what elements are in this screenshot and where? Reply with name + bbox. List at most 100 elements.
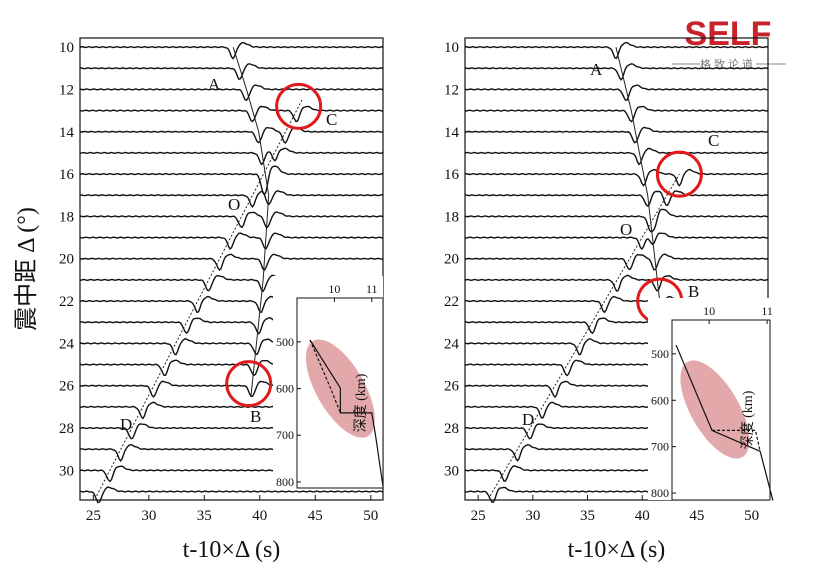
inset-y-tick-label: 500 (651, 347, 669, 361)
trace (464, 274, 769, 292)
inset-y-tick-label: 600 (276, 382, 294, 396)
inset-y-axis-title: 深度 (km) (740, 390, 756, 449)
highlight-circle (275, 82, 323, 130)
highlight-circle (225, 360, 273, 408)
y-tick-label: 18 (59, 209, 74, 225)
uncertainty-ellipse (680, 360, 750, 459)
inset-x-tick-label: 10 (328, 282, 340, 296)
y-tick-label: 22 (59, 294, 74, 310)
y-tick-label: 28 (444, 421, 459, 437)
trace (79, 232, 384, 250)
inset-y-tick-label: 700 (651, 440, 669, 454)
trace (464, 253, 769, 271)
phase-label: B (250, 407, 261, 426)
x-tick-label: 40 (252, 508, 267, 524)
x-tick-label: 30 (525, 508, 540, 524)
y-tick-label: 10 (444, 40, 459, 56)
depth-profile (712, 429, 761, 452)
logo-tagline: 格致论道 (700, 57, 756, 71)
y-tick-label: 30 (59, 463, 74, 479)
depth-profile (675, 344, 774, 501)
trace (79, 126, 384, 144)
trace (464, 63, 769, 81)
inset-y-axis-title: 深度 (km) (353, 373, 369, 432)
travel-time-branch (232, 46, 270, 397)
y-tick-label: 12 (59, 82, 74, 98)
y-tick-label: 26 (59, 379, 75, 395)
trace (464, 84, 769, 101)
inset-y-tick-label: 500 (276, 335, 294, 349)
trace (464, 232, 769, 251)
x-tick-label: 25 (471, 508, 486, 524)
y-tick-label: 16 (59, 167, 75, 183)
y-tick-label: 24 (59, 336, 75, 352)
phase-label: D (120, 415, 132, 434)
x-tick-label: 35 (580, 508, 595, 524)
trace (79, 105, 383, 123)
y-tick-label: 12 (444, 82, 459, 98)
y-tick-label: 10 (59, 40, 74, 56)
travel-time-branch (96, 99, 303, 496)
x-tick-label: 45 (308, 508, 323, 524)
trace (79, 147, 384, 166)
trace (464, 208, 769, 233)
phase-label: B (688, 282, 699, 301)
x-tick-label: 50 (363, 508, 378, 524)
trace (464, 105, 769, 123)
phase-label: A (590, 60, 603, 79)
inset-y-tick-label: 800 (651, 486, 669, 500)
highlight-circle (655, 150, 703, 198)
y-tick-label: 14 (59, 125, 75, 141)
y-tick-label: 20 (444, 252, 459, 268)
x-tick-label: 30 (141, 508, 156, 524)
trace (79, 211, 384, 229)
trace (464, 190, 769, 208)
y-tick-label: 18 (444, 209, 459, 225)
x-tick-label: 25 (86, 508, 101, 524)
trace (79, 63, 384, 81)
y-tick-label: 22 (444, 294, 459, 310)
y-axis-title: 震中距 Δ (°) (13, 207, 40, 331)
inset-y-tick-label: 700 (276, 428, 294, 442)
phase-label: C (708, 131, 719, 150)
y-tick-label: 30 (444, 463, 459, 479)
phase-label: D (522, 410, 534, 429)
trace (79, 253, 384, 272)
y-tick-label: 16 (444, 167, 460, 183)
trace (79, 41, 383, 60)
x-tick-label: 45 (689, 508, 704, 524)
phase-label: C (326, 110, 337, 129)
trace (464, 41, 769, 60)
y-tick-label: 26 (444, 379, 460, 395)
inset-x-tick-label: 10 (703, 304, 715, 318)
inset-frame (671, 319, 771, 501)
phase-label: O (228, 195, 240, 214)
trace (79, 84, 384, 102)
plot-frame (79, 37, 384, 501)
y-tick-label: 28 (59, 421, 74, 437)
x-axis-title: t-10×Δ (s) (183, 537, 281, 563)
depth-profile (309, 339, 384, 487)
inset-y-tick-label: 600 (651, 393, 669, 407)
trace (464, 126, 769, 144)
y-tick-label: 14 (444, 125, 460, 141)
trace (464, 147, 769, 166)
phase-label: A (208, 75, 221, 94)
phase-label: O (620, 220, 632, 239)
x-tick-label: 40 (635, 508, 650, 524)
trace (79, 165, 384, 197)
trace (79, 486, 384, 504)
inset-frame (296, 297, 384, 489)
x-axis-title: t-10×Δ (s) (568, 537, 666, 563)
inset-y-tick-label: 800 (276, 475, 294, 489)
plot-frame (464, 37, 769, 501)
trace (464, 168, 769, 187)
trace (79, 190, 384, 208)
inset-x-tick-label: 11 (761, 304, 773, 318)
x-tick-label: 35 (197, 508, 212, 524)
depth-profile (309, 339, 341, 414)
inset-x-tick-label: 11 (366, 282, 378, 296)
y-tick-label: 24 (444, 336, 460, 352)
